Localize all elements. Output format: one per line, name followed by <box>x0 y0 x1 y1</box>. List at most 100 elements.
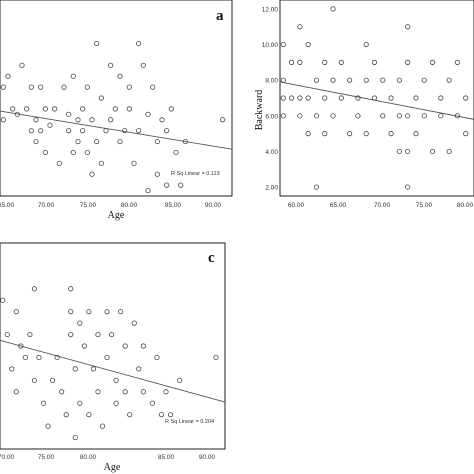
panel-b-point <box>396 113 402 119</box>
panel-b-point <box>347 77 353 83</box>
panel-c-point <box>95 331 101 338</box>
panel-b-y-axis-title: Backward <box>254 90 265 131</box>
panel-c-point <box>68 309 74 315</box>
panel-c-point <box>81 343 87 349</box>
panel-a-point <box>5 73 11 79</box>
panel-c-point <box>0 297 6 303</box>
panel-b-point <box>330 77 336 83</box>
panel-b-x-tick-label: 80.00 <box>457 202 474 209</box>
panel-b-point <box>413 131 419 137</box>
panel-a-point <box>47 122 53 128</box>
panel-b-point <box>396 148 402 155</box>
panel-a-point <box>94 40 100 47</box>
panel-b-point <box>421 113 427 119</box>
panel-c-x-tick-label: 85.00 <box>158 454 175 461</box>
panel-a-point <box>66 128 72 134</box>
panel-a-point <box>94 138 100 145</box>
panel-a-point <box>140 62 146 68</box>
panel-a-point <box>103 128 109 134</box>
panel-b-y-tick-label: 8.00 <box>265 78 278 85</box>
panel-b-point <box>355 113 361 119</box>
panel-a-point <box>131 160 137 166</box>
panel-a-point <box>122 128 128 134</box>
panel-c-point <box>9 366 15 372</box>
panel-c-point <box>31 286 38 292</box>
panel-b-point <box>347 131 353 137</box>
panel-c-point <box>104 309 110 315</box>
panel-c-x-tick-label: 80.00 <box>80 454 97 461</box>
panel-a-x-tick-label: 65.00 <box>0 202 15 209</box>
panel-a-point <box>33 138 39 145</box>
panel-a-point <box>84 149 90 156</box>
panel-c-letter: c <box>208 250 215 266</box>
panel-b-y-tick-label: 6.00 <box>265 113 278 120</box>
panel-a-fit-line <box>0 110 233 150</box>
panel-a-point <box>173 149 179 156</box>
panel-c-point <box>163 389 169 395</box>
panel-b-point <box>330 6 336 12</box>
panel-b-point <box>322 59 328 65</box>
panel-a-point <box>98 160 104 166</box>
panel-b-point <box>297 95 303 101</box>
panel-a-point <box>164 128 170 134</box>
panel-b-point <box>405 59 411 65</box>
panel-c-point <box>154 354 160 361</box>
panel-b-point <box>446 77 452 83</box>
panel-c-point <box>122 389 128 395</box>
panel-a-point <box>14 111 20 117</box>
panel-c-x-tick-label: 75.00 <box>38 454 55 461</box>
panel-b: 60.00 65.00 70.00 75.00 80.00 2.00 4.00 6.00 8.… <box>254 0 474 209</box>
panel-b-point <box>396 77 402 83</box>
panel-b-point <box>313 184 320 190</box>
panel-b-x-tick-label: 70.00 <box>374 202 391 209</box>
panel-a-point <box>126 106 132 112</box>
panel-a-point <box>75 138 81 145</box>
panel-a-point <box>136 128 142 134</box>
panel-b-point <box>429 59 436 65</box>
panel-b-point <box>405 24 411 30</box>
panel-b-point <box>405 113 411 119</box>
panel-b-fit-line <box>279 81 474 120</box>
panel-a-point <box>56 160 62 166</box>
panel-c-point <box>77 320 83 326</box>
panel-b-point <box>313 77 320 83</box>
panel-a-point <box>42 149 48 156</box>
panel-b-point <box>463 131 469 137</box>
panel-a-point <box>28 128 34 134</box>
panel-a-point <box>117 73 123 79</box>
panel-a-point <box>168 106 174 112</box>
panel-c-point <box>49 377 56 383</box>
panel-b-point <box>305 131 311 137</box>
panel-c-point <box>31 377 38 383</box>
panel-b-point <box>388 131 394 137</box>
panel-a-point <box>136 40 142 47</box>
panel-c-point <box>158 412 165 418</box>
panel-c-point <box>72 434 78 441</box>
panel-c-point <box>140 343 146 349</box>
panel-b-point <box>338 59 344 65</box>
panel-a-point <box>145 111 151 117</box>
panel-a-point <box>159 117 165 123</box>
panel-b-point <box>446 148 452 155</box>
panel-b-point <box>313 113 320 119</box>
panel-b-point <box>363 77 369 83</box>
panel-c-point <box>45 423 51 429</box>
panel-a-point <box>80 128 86 134</box>
panel-c-point <box>127 412 133 418</box>
panel-c-point <box>27 331 33 338</box>
panel-b-point <box>297 59 303 65</box>
panel-a-point <box>112 106 118 112</box>
panel-a-point <box>126 84 132 90</box>
panel-a-point <box>38 84 44 90</box>
panel-b-point <box>288 95 295 101</box>
panel-c-fit-line <box>0 339 226 403</box>
panel-a-point <box>66 111 72 117</box>
panel-c-point <box>68 331 74 338</box>
panel-b-x-tick-label: 65.00 <box>330 202 347 209</box>
panel-c-point <box>104 354 110 361</box>
panel-b-point <box>454 59 461 65</box>
panel-a-point <box>42 106 48 112</box>
panel-b-point <box>280 113 286 119</box>
panel-a-point <box>89 117 95 123</box>
panel-c-point <box>177 377 183 383</box>
